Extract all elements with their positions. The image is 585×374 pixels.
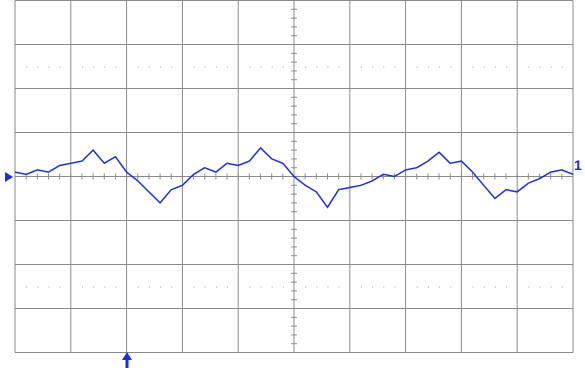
dot xyxy=(26,286,28,288)
dot xyxy=(271,286,273,288)
channel-label: 1 xyxy=(574,157,582,173)
dot xyxy=(338,286,340,288)
dot xyxy=(528,66,530,68)
dot xyxy=(48,66,50,68)
dot xyxy=(215,286,217,288)
dot xyxy=(539,286,541,288)
dot xyxy=(137,286,139,288)
dot xyxy=(506,66,508,68)
dot xyxy=(427,66,429,68)
dot xyxy=(193,66,195,68)
dot xyxy=(305,286,307,288)
dot xyxy=(472,286,474,288)
dot xyxy=(360,66,362,68)
dot xyxy=(26,66,28,68)
dot xyxy=(137,66,139,68)
dot xyxy=(115,66,117,68)
dot xyxy=(37,66,39,68)
dot xyxy=(160,66,162,68)
dot xyxy=(93,286,95,288)
dot xyxy=(450,286,452,288)
dot xyxy=(193,286,195,288)
dot xyxy=(115,286,117,288)
dot xyxy=(383,286,385,288)
dot xyxy=(439,66,441,68)
dot xyxy=(506,286,508,288)
dot xyxy=(327,286,329,288)
dot xyxy=(439,286,441,288)
trigger-marker xyxy=(122,352,132,368)
dot xyxy=(528,286,530,288)
ground-marker xyxy=(5,172,13,182)
dot xyxy=(472,66,474,68)
dot xyxy=(483,286,485,288)
dot xyxy=(249,66,251,68)
dot xyxy=(316,66,318,68)
dot xyxy=(81,286,83,288)
dot xyxy=(81,66,83,68)
dot xyxy=(93,66,95,68)
dot xyxy=(260,66,262,68)
dot xyxy=(360,286,362,288)
dot xyxy=(327,66,329,68)
dot xyxy=(383,66,385,68)
dot xyxy=(550,66,552,68)
dot xyxy=(427,286,429,288)
minor-ticks xyxy=(25,8,563,345)
dot xyxy=(494,286,496,288)
dot xyxy=(316,286,318,288)
dot xyxy=(338,66,340,68)
dot xyxy=(282,286,284,288)
dot xyxy=(539,66,541,68)
dot xyxy=(483,66,485,68)
dot xyxy=(104,66,106,68)
dot xyxy=(148,66,150,68)
dot xyxy=(59,286,61,288)
dot xyxy=(171,286,173,288)
dot xyxy=(282,66,284,68)
dot xyxy=(416,286,418,288)
dot xyxy=(561,286,563,288)
dot xyxy=(260,286,262,288)
dot xyxy=(305,66,307,68)
dot xyxy=(271,66,273,68)
dot xyxy=(204,286,206,288)
dot xyxy=(37,286,39,288)
dot xyxy=(227,66,229,68)
dot xyxy=(394,66,396,68)
dot xyxy=(59,66,61,68)
dot xyxy=(160,286,162,288)
waveform xyxy=(14,146,574,209)
dot xyxy=(416,66,418,68)
dot xyxy=(148,286,150,288)
dot xyxy=(104,286,106,288)
dot xyxy=(204,66,206,68)
dot xyxy=(450,66,452,68)
dot xyxy=(227,286,229,288)
dot xyxy=(394,286,396,288)
dot xyxy=(48,286,50,288)
dot xyxy=(249,286,251,288)
dot xyxy=(215,66,217,68)
dot xyxy=(561,66,563,68)
dot xyxy=(372,286,374,288)
dot xyxy=(171,66,173,68)
dot xyxy=(372,66,374,68)
dot xyxy=(550,286,552,288)
dot xyxy=(494,66,496,68)
